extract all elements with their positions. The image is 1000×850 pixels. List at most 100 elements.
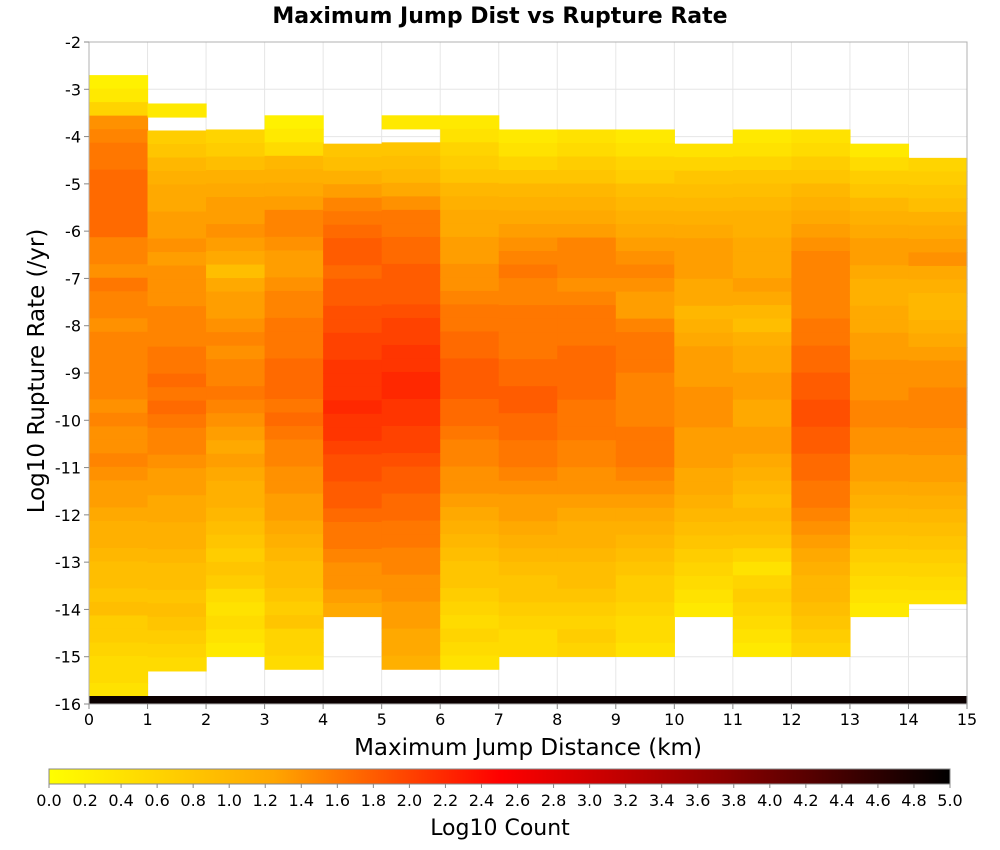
heatmap-cell bbox=[674, 170, 734, 185]
heatmap-cell bbox=[615, 494, 675, 509]
heatmap-cell bbox=[206, 129, 266, 144]
heatmap-cell bbox=[557, 588, 617, 603]
heatmap-cell bbox=[206, 305, 266, 320]
heatmap-cell bbox=[732, 129, 792, 144]
heatmap-cell bbox=[323, 359, 383, 374]
heatmap-cell bbox=[498, 629, 558, 644]
heatmap-cell bbox=[89, 129, 149, 144]
heatmap-cell bbox=[849, 184, 910, 199]
heatmap-cell bbox=[791, 210, 851, 225]
heatmap-cell bbox=[674, 319, 734, 334]
heatmap-cell bbox=[323, 265, 383, 280]
heatmap-cell bbox=[791, 615, 851, 630]
heatmap-cell bbox=[440, 169, 500, 184]
heatmap-cell bbox=[498, 224, 558, 239]
heatmap-cell bbox=[147, 414, 207, 429]
heatmap-cell bbox=[440, 520, 500, 535]
heatmap-cell bbox=[908, 387, 968, 402]
heatmap-cell bbox=[791, 224, 851, 239]
heatmap-cell bbox=[674, 535, 734, 550]
heatmap-cell bbox=[440, 290, 500, 306]
heatmap-cell bbox=[908, 428, 968, 443]
heatmap-cell bbox=[381, 290, 441, 306]
heatmap-cell bbox=[908, 563, 968, 578]
heatmap-cell bbox=[791, 602, 851, 617]
heatmap-cell bbox=[615, 453, 675, 468]
heatmap-cell bbox=[381, 655, 441, 670]
heatmap-cell bbox=[732, 561, 792, 576]
heatmap-cell bbox=[440, 317, 500, 333]
heatmap-cell bbox=[206, 372, 266, 387]
colorbar-tick-label: 1.0 bbox=[216, 791, 241, 810]
heatmap-cell bbox=[615, 629, 675, 644]
heatmap-cell bbox=[849, 224, 910, 239]
heatmap-cell bbox=[89, 304, 149, 319]
heatmap-cell bbox=[732, 291, 792, 306]
heatmap-cell bbox=[89, 601, 149, 617]
heatmap-cell bbox=[89, 453, 149, 468]
heatmap-cell bbox=[323, 238, 383, 253]
heatmap-cell bbox=[849, 278, 910, 293]
y-tick-label: -9 bbox=[65, 364, 81, 383]
heatmap-cell bbox=[323, 157, 383, 172]
heatmap-cell bbox=[206, 548, 266, 563]
heatmap-cell bbox=[440, 358, 500, 373]
heatmap-cell bbox=[381, 628, 441, 643]
heatmap-cell bbox=[498, 345, 558, 360]
heatmap-cell bbox=[381, 615, 441, 630]
heatmap-cell bbox=[440, 385, 500, 400]
heatmap-cell bbox=[791, 642, 851, 657]
heatmap-cell bbox=[206, 480, 266, 495]
heatmap-cell bbox=[732, 264, 792, 279]
heatmap-cell bbox=[147, 643, 207, 658]
x-tick-label: 3 bbox=[260, 710, 270, 729]
heatmap-cell bbox=[615, 237, 675, 252]
heatmap-cell bbox=[615, 318, 675, 333]
x-tick-label: 15 bbox=[957, 710, 977, 729]
heatmap-cell bbox=[557, 440, 617, 455]
heatmap-cell bbox=[732, 318, 792, 333]
heatmap-cell bbox=[732, 332, 792, 347]
heatmap-cell bbox=[849, 602, 910, 618]
heatmap-cell bbox=[323, 292, 383, 307]
heatmap-cell bbox=[557, 602, 617, 617]
heatmap-cell bbox=[440, 628, 500, 643]
heatmap-cell bbox=[615, 642, 675, 657]
heatmap-cell bbox=[381, 169, 441, 184]
heatmap-cell bbox=[557, 575, 617, 590]
heatmap-cell bbox=[323, 548, 383, 564]
heatmap-cell bbox=[323, 197, 383, 212]
heatmap-cell bbox=[206, 251, 266, 266]
heatmap-cell bbox=[849, 373, 910, 388]
heatmap-cell bbox=[89, 318, 149, 333]
heatmap-cell bbox=[732, 426, 792, 441]
x-tick-label: 7 bbox=[494, 710, 504, 729]
heatmap-cell bbox=[264, 304, 324, 319]
heatmap-cell bbox=[89, 547, 149, 563]
colorbar-tick-label: 1.2 bbox=[253, 791, 278, 810]
heatmap-cell bbox=[440, 574, 500, 589]
colorbar-tick-label: 0.4 bbox=[108, 791, 133, 810]
heatmap-cell bbox=[323, 143, 383, 158]
heatmap-cell bbox=[791, 507, 851, 522]
heatmap-cell bbox=[381, 344, 441, 360]
heatmap-cell bbox=[89, 250, 149, 265]
heatmap-cell bbox=[147, 603, 207, 618]
heatmap-cell bbox=[732, 359, 792, 374]
heatmap-cell bbox=[89, 223, 149, 238]
heatmap-cell bbox=[381, 588, 441, 603]
heatmap-cell bbox=[89, 520, 149, 536]
heatmap-cell bbox=[849, 535, 910, 550]
heatmap-cell bbox=[440, 277, 500, 292]
heatmap-cell bbox=[323, 575, 383, 591]
heatmap-cell bbox=[791, 413, 851, 428]
x-axis-ticks: 0 1 2 3 4 5 6 7 8 9 10 11 12 13 14 15 bbox=[84, 704, 977, 729]
heatmap-cell bbox=[323, 184, 383, 199]
y-tick-label: -2 bbox=[65, 33, 81, 52]
heatmap-cell bbox=[498, 534, 558, 549]
heatmap-cell bbox=[264, 480, 324, 495]
heatmap-cell bbox=[791, 575, 851, 590]
heatmap-cell bbox=[264, 601, 324, 616]
heatmap-cell bbox=[849, 400, 910, 415]
heatmap-cell bbox=[440, 412, 500, 427]
